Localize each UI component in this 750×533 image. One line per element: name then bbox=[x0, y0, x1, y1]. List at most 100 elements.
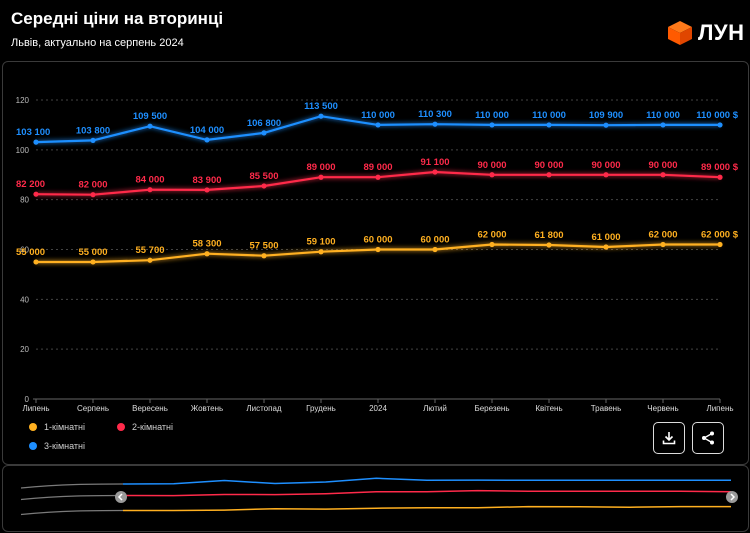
data-point bbox=[90, 192, 96, 198]
data-label: 91 100 bbox=[420, 157, 449, 168]
legend-item-3room[interactable]: 3-кімнатні bbox=[29, 441, 85, 451]
y-tick-label: 80 bbox=[20, 196, 29, 205]
share-button[interactable] bbox=[692, 422, 724, 454]
legend-label: 1-кімнатні bbox=[44, 422, 85, 432]
data-label: 55 700 bbox=[135, 245, 164, 256]
data-label: 62 000 bbox=[477, 230, 506, 241]
navigator-history-line bbox=[20, 509, 124, 516]
data-point bbox=[33, 191, 39, 197]
data-point bbox=[546, 172, 552, 178]
data-point bbox=[375, 246, 381, 253]
data-label: 62 000 bbox=[648, 230, 677, 241]
data-label: 89 000 bbox=[306, 162, 335, 173]
data-point bbox=[717, 122, 723, 128]
data-label: 57 500 bbox=[249, 241, 278, 252]
data-label: 90 000 bbox=[534, 160, 563, 171]
data-label: 82 200 bbox=[16, 179, 45, 190]
data-point bbox=[318, 174, 324, 180]
header: Середні ціни на вторинці Львів, актуальн… bbox=[0, 0, 750, 60]
x-tick-label: Серпень bbox=[77, 404, 109, 413]
data-label: 103 800 bbox=[76, 125, 110, 136]
x-tick-label: Березень bbox=[474, 404, 509, 413]
lun-logo[interactable]: ЛУН bbox=[667, 20, 745, 46]
data-point bbox=[489, 122, 495, 128]
legend-dot bbox=[117, 423, 125, 431]
y-tick-label: 100 bbox=[16, 146, 30, 155]
navigator-series-line bbox=[122, 489, 732, 497]
x-tick-label: Червень bbox=[647, 404, 678, 413]
data-point bbox=[432, 121, 438, 127]
data-point bbox=[375, 122, 381, 128]
data-label: 90 000 bbox=[648, 160, 677, 171]
data-point bbox=[660, 241, 666, 248]
data-label: 84 000 bbox=[135, 175, 164, 186]
data-point bbox=[261, 183, 267, 189]
data-point bbox=[90, 137, 96, 143]
data-label: 110 000 bbox=[361, 110, 395, 121]
data-point bbox=[318, 113, 324, 119]
data-label: 106 800 bbox=[247, 118, 281, 129]
legend-item-2room[interactable]: 2-кімнатні bbox=[117, 422, 173, 432]
data-point bbox=[546, 242, 552, 248]
navigator-overview-chart bbox=[20, 477, 732, 516]
cube-logo-icon bbox=[668, 21, 692, 45]
data-label: 62 000 $ bbox=[701, 230, 739, 241]
data-point bbox=[660, 172, 666, 178]
data-label: 59 100 bbox=[306, 237, 335, 248]
x-tick-label: Липень bbox=[706, 404, 733, 413]
x-tick-label: Лютий bbox=[423, 404, 447, 413]
data-label: 82 000 bbox=[78, 180, 107, 191]
data-label: 55 000 bbox=[16, 247, 45, 258]
data-point bbox=[204, 187, 210, 193]
data-label: 89 000 bbox=[363, 162, 392, 173]
legend-label: 2-кімнатні bbox=[132, 422, 173, 432]
x-tick-label: Липень bbox=[22, 404, 49, 413]
x-tick-label: Квітень bbox=[535, 404, 562, 413]
data-label: 60 000 bbox=[363, 235, 392, 246]
data-point bbox=[261, 253, 267, 259]
legend-dot bbox=[29, 423, 37, 431]
logo-text: ЛУН bbox=[698, 20, 745, 45]
download-icon bbox=[662, 432, 676, 445]
data-point bbox=[432, 246, 438, 253]
data-label: 109 900 bbox=[589, 110, 623, 121]
legend-item-1room[interactable]: 1-кімнатні bbox=[29, 422, 85, 432]
data-point bbox=[603, 244, 609, 250]
data-label: 103 100 bbox=[16, 127, 50, 138]
x-tick-label: Вересень bbox=[132, 404, 168, 413]
download-button[interactable] bbox=[653, 422, 685, 454]
price-line-chart: 0 20 40 60 80 100 120 Липень Серпень Вересень Жовт… bbox=[16, 96, 739, 413]
data-point bbox=[33, 139, 39, 145]
y-tick-label: 60 bbox=[20, 246, 29, 255]
data-label: 113 500 bbox=[304, 101, 338, 112]
x-tick-label: Листопад bbox=[246, 404, 282, 413]
data-point bbox=[204, 251, 210, 257]
x-tick-label: Травень bbox=[591, 404, 622, 413]
data-point bbox=[717, 174, 723, 180]
navigator-left-handle[interactable] bbox=[115, 491, 127, 503]
y-tick-label: 0 bbox=[25, 395, 30, 404]
data-point bbox=[546, 122, 552, 128]
x-tick-label: Грудень bbox=[306, 404, 336, 413]
data-label: 90 000 bbox=[591, 160, 620, 171]
page-subtitle: Львів, актуально на серпень 2024 bbox=[11, 37, 184, 49]
chart-panel: 0 20 40 60 80 100 120 Липень Серпень Вересень Жовт… bbox=[2, 61, 749, 465]
y-tick-label: 120 bbox=[16, 96, 30, 105]
navigator-right-handle[interactable] bbox=[726, 491, 738, 503]
data-point bbox=[261, 130, 267, 136]
navigator-history-line bbox=[20, 494, 124, 501]
navigator-panel[interactable] bbox=[2, 465, 749, 532]
data-point bbox=[90, 259, 96, 265]
data-label: 110 000 $ bbox=[696, 110, 738, 121]
data-label: 109 500 bbox=[133, 111, 167, 122]
y-tick-label: 20 bbox=[20, 345, 29, 354]
legend-dot bbox=[29, 442, 37, 450]
data-label: 83 900 bbox=[192, 175, 221, 186]
data-point bbox=[603, 122, 609, 128]
chevron-left-icon bbox=[117, 493, 123, 501]
data-point bbox=[147, 187, 153, 193]
data-label: 110 000 bbox=[475, 110, 509, 121]
data-point bbox=[489, 241, 495, 248]
x-tick-label: 2024 bbox=[369, 404, 387, 413]
data-point bbox=[375, 174, 381, 180]
